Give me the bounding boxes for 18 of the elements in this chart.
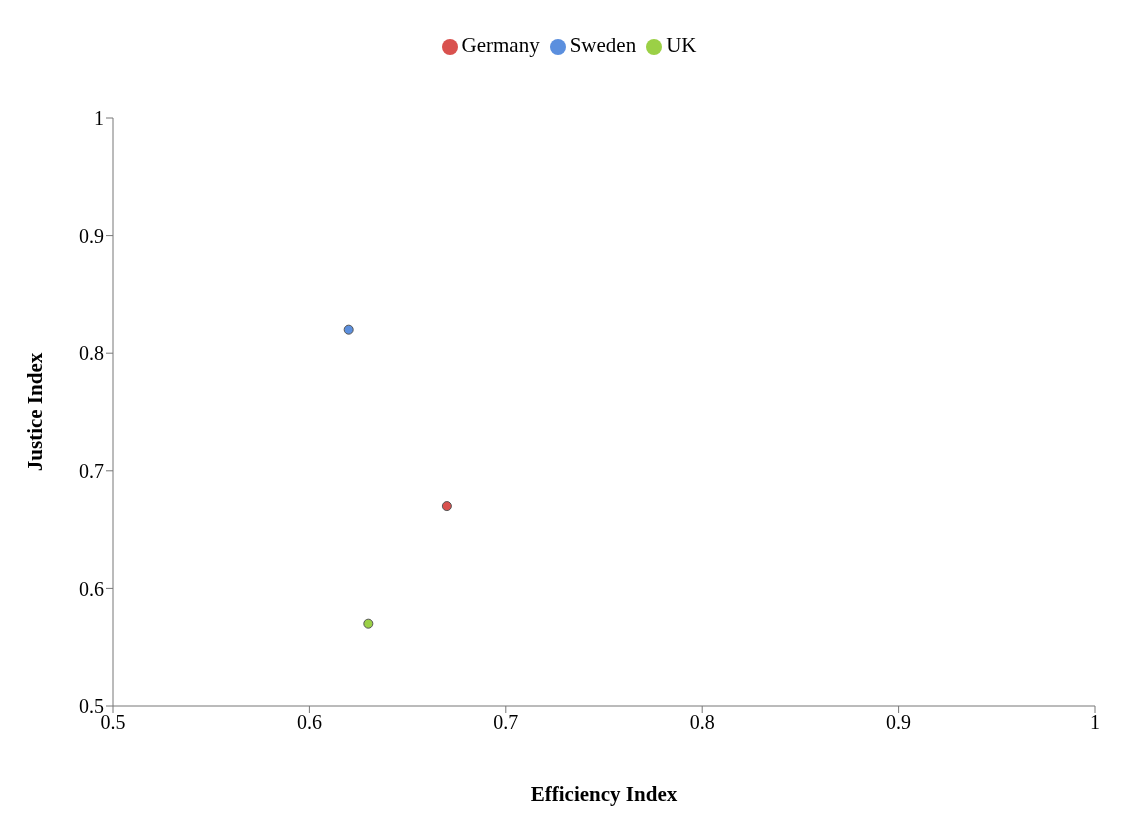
- y-tick-label: 0.8: [79, 342, 104, 365]
- legend-label: Sweden: [569, 33, 637, 57]
- y-tick-label: 0.6: [79, 577, 104, 600]
- x-tick-label: 0.6: [296, 711, 322, 734]
- point: [363, 618, 374, 629]
- y-tick-label: 1: [94, 107, 104, 130]
- x-axis-title: Efficiency Index: [530, 781, 678, 806]
- point: [441, 501, 452, 512]
- x-tick-label: 0.8: [689, 711, 715, 734]
- x-tick-label: 0.9: [886, 711, 912, 734]
- y-tick-label: 0.9: [79, 224, 104, 247]
- x-tick-label: 0.7: [493, 711, 519, 734]
- x-tick-label: 1: [1090, 711, 1100, 734]
- y-axis-title: Justice Index: [23, 352, 48, 472]
- point: [343, 324, 354, 335]
- legend-label: Germany: [461, 33, 540, 57]
- legend-label: UK: [666, 33, 697, 57]
- y-tick-label: 0.7: [79, 459, 104, 482]
